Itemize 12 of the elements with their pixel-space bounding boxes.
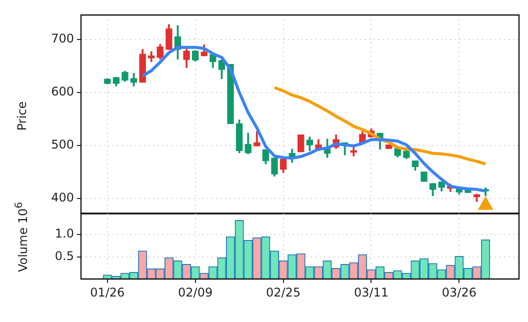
y-tick-label: 1.0 xyxy=(54,226,74,241)
y-axis-title: Price xyxy=(15,100,29,130)
x-tick-label: 03/11 xyxy=(354,285,389,300)
x-tick-label: 02/09 xyxy=(178,285,213,300)
y-tick-label: 500 xyxy=(51,138,74,152)
y-tick-label: 700 xyxy=(51,32,74,46)
y-tick-label: 400 xyxy=(51,190,74,205)
y-tick-label: 600 xyxy=(51,84,74,99)
x-tick-label: 03/26 xyxy=(442,285,476,300)
x-tick-label: 02/25 xyxy=(266,285,301,300)
y-tick-label: 0.5 xyxy=(54,248,74,263)
x-tick-label: 01/26 xyxy=(90,285,125,300)
